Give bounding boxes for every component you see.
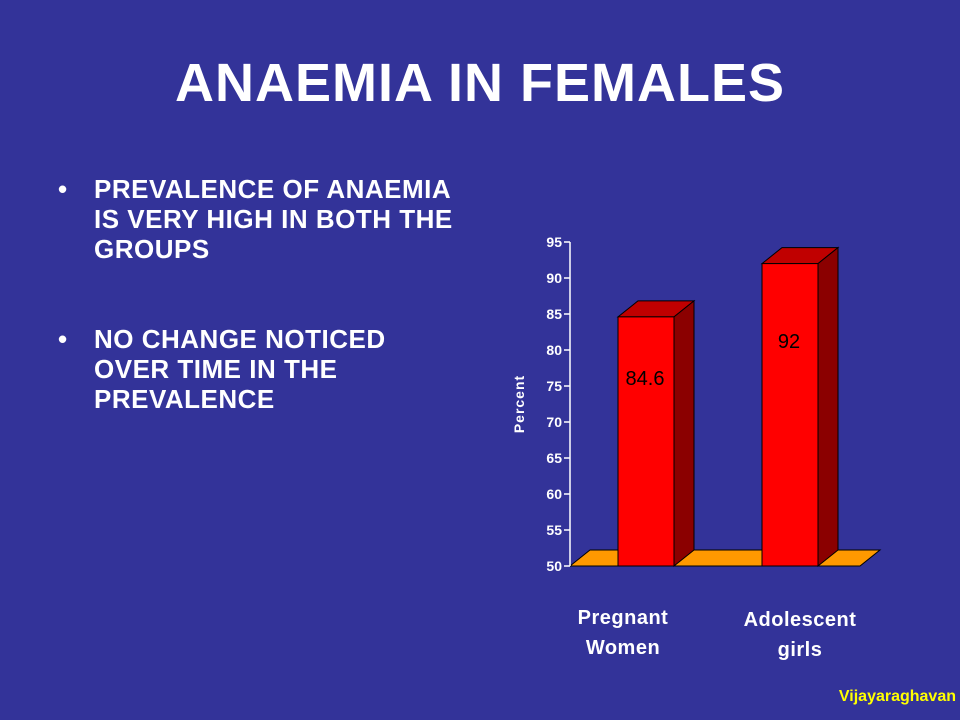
bullet-text: PREVALENCE OF ANAEMIA IS VERY HIGH IN BO… <box>94 174 453 264</box>
y-tick-label: 70 <box>546 414 562 430</box>
bar <box>761 263 819 567</box>
bar-side <box>817 246 839 568</box>
bullet-item: • NO CHANGE NOTICED OVER TIME IN THE PRE… <box>58 324 458 414</box>
y-tick-label: 75 <box>546 378 562 394</box>
y-tick-label: 95 <box>546 234 562 250</box>
bullet-dot: • <box>58 324 68 354</box>
y-tick-label: 65 <box>546 450 562 466</box>
slide-title: ANAEMIA IN FEMALES <box>175 53 785 113</box>
bullet-item: • PREVALENCE OF ANAEMIA IS VERY HIGH IN … <box>58 174 458 264</box>
bullet-dot: • <box>58 174 68 204</box>
category-label-pregnant-women: Pregnant Women <box>577 607 669 659</box>
y-tick-label: 85 <box>546 306 562 322</box>
category-label-adolescent-girls: Adolescent girls <box>743 609 857 661</box>
y-tick-label: 60 <box>546 486 562 502</box>
bar <box>617 316 675 567</box>
data-label: 92 <box>778 331 800 353</box>
credit-text: Vijayaraghavan <box>838 688 956 705</box>
bullet-list: • PREVALENCE OF ANAEMIA IS VERY HIGH IN … <box>58 174 458 474</box>
bar-side <box>673 299 695 568</box>
y-tick-label: 80 <box>546 342 562 358</box>
y-axis-label: Percent <box>511 375 527 433</box>
y-tick-label: 55 <box>546 522 562 538</box>
y-tick-label: 50 <box>546 558 562 574</box>
data-label: 84.6 <box>626 368 665 390</box>
bullet-text: NO CHANGE NOTICED OVER TIME IN THE PREVA… <box>94 324 386 414</box>
y-tick-label: 90 <box>546 270 562 286</box>
